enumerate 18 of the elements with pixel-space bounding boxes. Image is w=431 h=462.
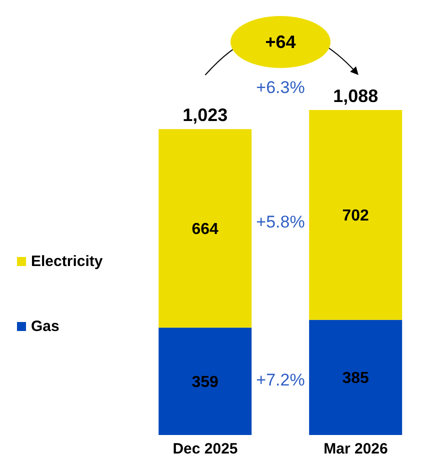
total-label: 1,023 bbox=[182, 105, 228, 126]
x-tick-label: Dec 2025 bbox=[172, 440, 238, 458]
bar bbox=[309, 320, 402, 435]
total-label: 1,088 bbox=[333, 86, 378, 106]
data-label: 664 bbox=[192, 221, 219, 238]
bar bbox=[309, 110, 402, 320]
data-label: 385 bbox=[342, 370, 370, 388]
legend-label: Electricity bbox=[30, 253, 103, 270]
text: +64 bbox=[265, 32, 296, 52]
text: +6.3% bbox=[256, 78, 305, 97]
x-tick-label: Mar 2026 bbox=[324, 440, 388, 458]
annotation: +5.8% bbox=[256, 212, 305, 232]
bar bbox=[158, 129, 252, 328]
data-label: 702 bbox=[342, 208, 370, 225]
legend-label: Gas bbox=[30, 318, 60, 335]
data-label: 359 bbox=[192, 374, 219, 392]
bar bbox=[158, 328, 252, 435]
annotation: +7.2% bbox=[256, 370, 305, 390]
